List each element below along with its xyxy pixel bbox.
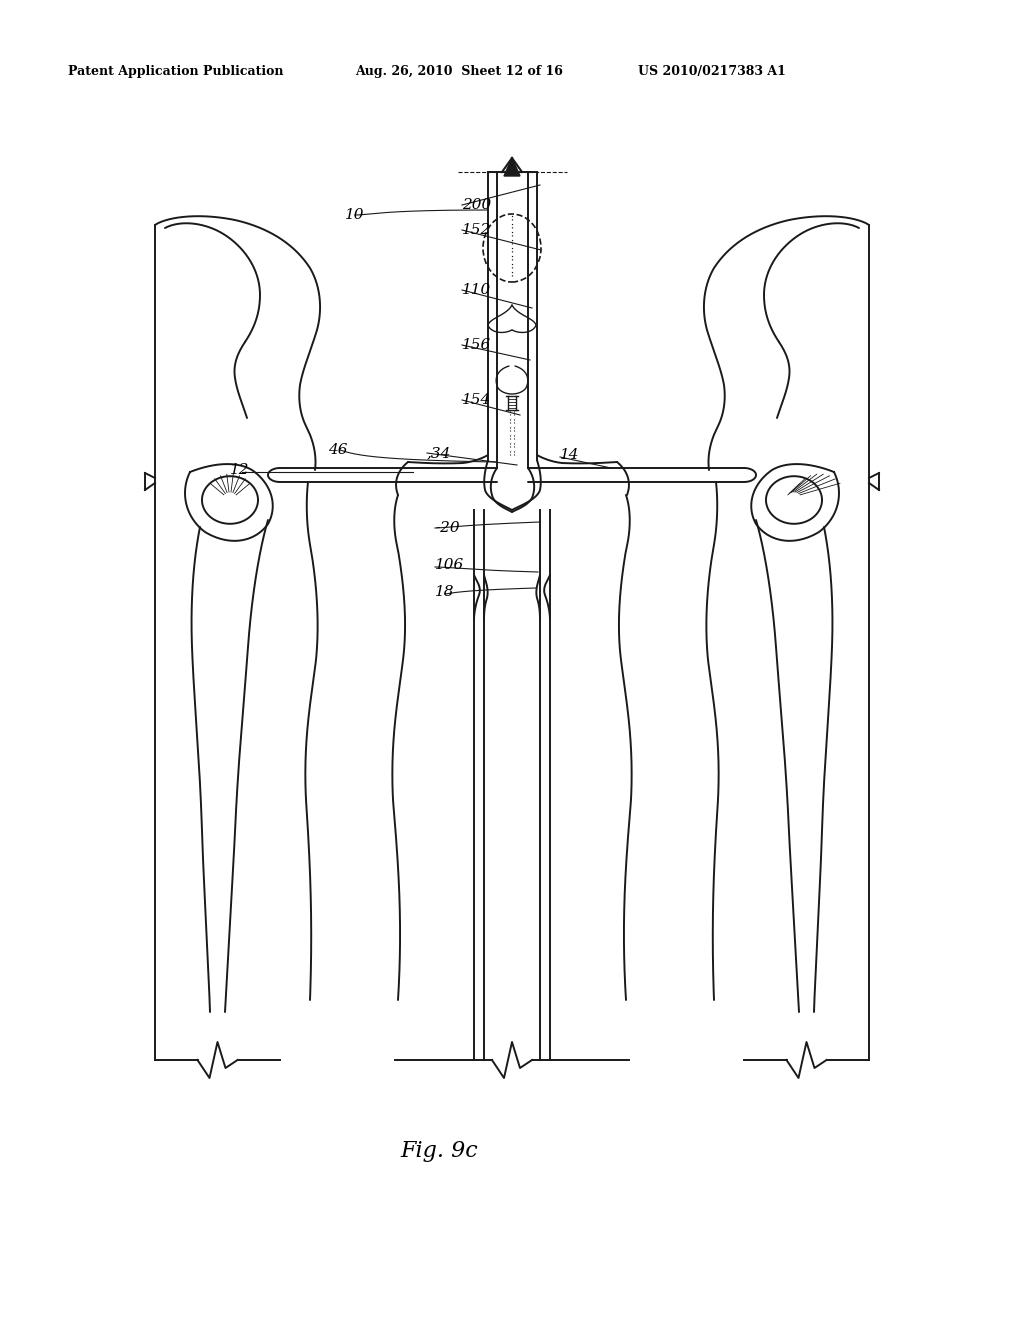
Text: 110: 110 — [462, 282, 492, 297]
Text: 152: 152 — [462, 223, 492, 238]
Text: Patent Application Publication: Patent Application Publication — [68, 65, 284, 78]
Text: -20: -20 — [435, 521, 460, 535]
Text: 106: 106 — [435, 558, 464, 572]
Text: 14: 14 — [560, 447, 580, 462]
Polygon shape — [504, 158, 520, 176]
Text: 156: 156 — [462, 338, 492, 352]
Text: Fig. 9c: Fig. 9c — [400, 1140, 478, 1162]
Text: US 2010/0217383 A1: US 2010/0217383 A1 — [638, 65, 785, 78]
Text: 154: 154 — [462, 393, 492, 407]
Text: 12: 12 — [230, 463, 250, 477]
Text: 46: 46 — [328, 444, 347, 457]
Text: Aug. 26, 2010  Sheet 12 of 16: Aug. 26, 2010 Sheet 12 of 16 — [355, 65, 563, 78]
Text: ,34: ,34 — [427, 446, 452, 459]
Text: 200: 200 — [462, 198, 492, 213]
Text: 18: 18 — [435, 585, 455, 599]
Text: 10: 10 — [345, 209, 365, 222]
